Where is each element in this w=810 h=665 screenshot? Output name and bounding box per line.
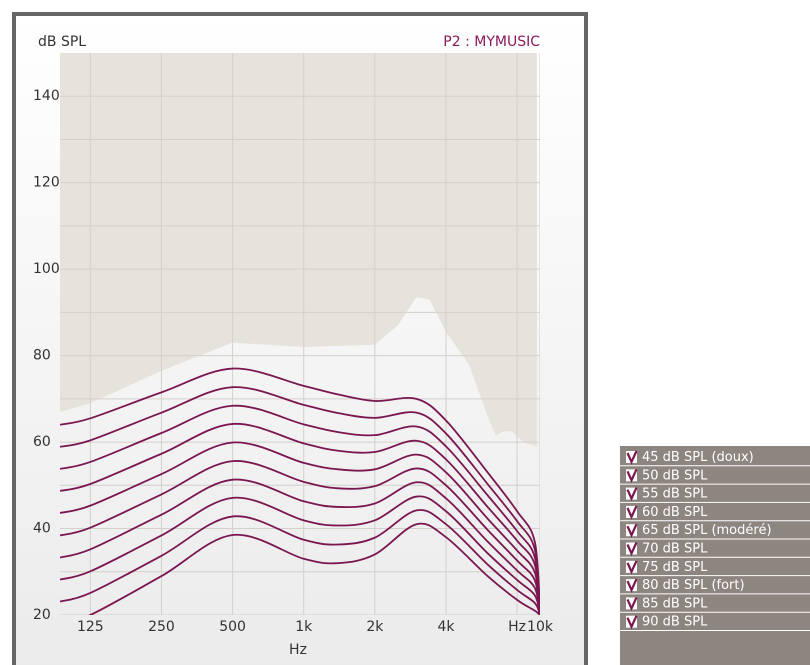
legend-checkmark [626,505,638,520]
legend-checkbox [626,579,637,592]
x-tick-label: 1k [295,619,313,635]
x-tick-label: 2k [366,619,384,635]
legend-label: 70 dB SPL [642,542,708,557]
legend-checkbox [626,451,637,463]
legend-checkmark [626,560,638,575]
plot-area [60,53,540,615]
legend-checkbox [626,615,637,628]
shaded-region [60,53,537,447]
y-tick-label: 100 [33,261,60,277]
y-tick-label: 120 [33,175,60,191]
curve [88,522,540,615]
curve [60,423,540,613]
x-tick-label: 4k [437,619,455,635]
curve [60,495,540,615]
legend-checkmark [626,615,638,630]
y-tick-label: 60 [33,434,51,450]
x-tick-label: Hz [508,619,526,635]
legend-checkbox [626,597,637,610]
legend-checkbox [626,487,637,500]
x-tick-label: 125 [77,619,104,635]
program-label: P2 : MYMUSIC [443,34,540,50]
legend-label: 75 dB SPL [642,560,708,575]
curve [60,386,540,612]
legend-label: 90 dB SPL [642,615,708,630]
legend-checkmark [626,542,638,557]
legend: 45 dB SPL (doux) 50 dB SPL 55 dB SPL 60 dB … [620,446,810,665]
y-tick-label: 20 [33,607,51,623]
x-axis-label: Hz [289,642,307,658]
x-tick-label: 500 [219,619,246,635]
legend-label: 80 dB SPL (fort) [642,578,745,593]
x-tick-label: 10k [527,619,554,635]
y-axis-label: dB SPL [38,34,86,50]
x-tick-label: 250 [148,619,175,635]
legend-checkbox [626,542,637,555]
curve [60,367,540,611]
legend-checkmark [626,468,638,483]
curve [60,404,540,612]
legend-label: 65 dB SPL (modéré) [642,523,772,538]
legend-label: 45 dB SPL (doux) [642,450,754,465]
legend-checkmark [626,578,638,593]
legend-checkmark [626,487,638,502]
legend-checkmark [626,596,638,612]
legend-label: 55 dB SPL [642,487,708,502]
legend-label: 50 dB SPL [642,468,708,483]
curve [60,509,540,615]
y-tick-label: 40 [33,521,51,537]
curve [60,441,540,613]
curve [60,460,540,614]
y-tick-label: 80 [33,348,51,364]
y-tick-label: 140 [33,88,60,104]
legend-checkbox [626,505,637,518]
legend-checkmark [626,450,638,465]
legend-checkbox [626,560,637,573]
curve [60,478,540,614]
legend-checkbox [626,524,637,537]
legend-checkmark [626,523,638,538]
legend-label: 85 dB SPL [642,596,708,611]
legend-background [620,446,810,665]
legend-checkbox [626,469,637,482]
legend-label: 60 dB SPL [642,505,708,520]
